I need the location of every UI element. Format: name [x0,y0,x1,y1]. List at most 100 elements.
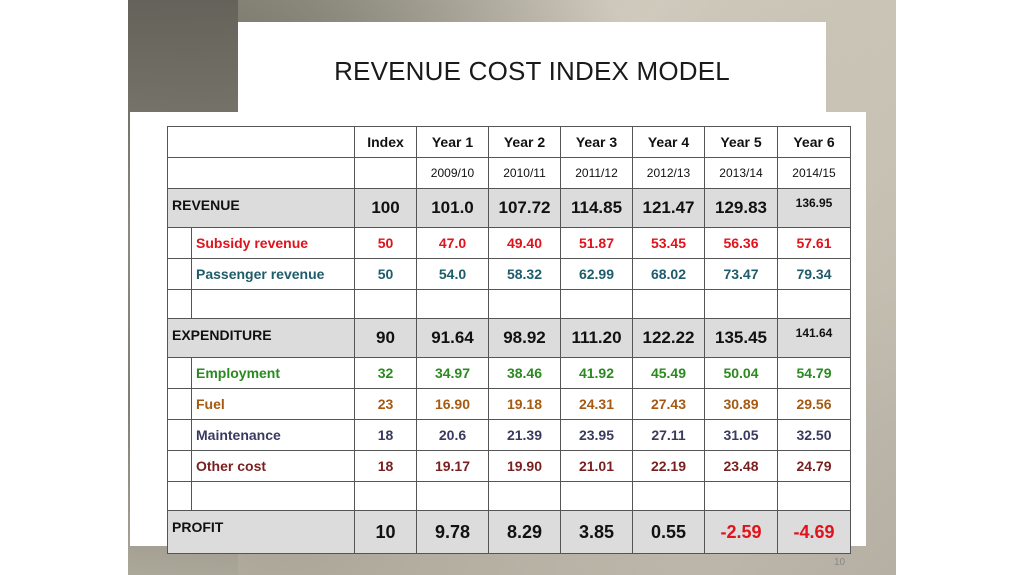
value-cell: 53.45 [632,227,705,259]
value-cell: 16.90 [416,388,489,420]
empty-cell [488,481,561,511]
value-cell: 49.40 [488,227,561,259]
value-cell: 114.85 [560,188,633,228]
value-cell: 18 [354,450,417,482]
row-label: Fuel [191,388,355,420]
slide-title: REVENUE COST INDEX MODEL [334,56,730,86]
value-cell: 50.04 [704,357,778,389]
value-cell: 111.20 [560,318,633,358]
empty-cell [488,289,561,319]
page-number: 10 [834,557,846,568]
empty-cell [560,481,633,511]
value-cell: 54.0 [416,258,489,290]
value-cell: 107.72 [488,188,561,228]
value-cell: 100 [354,188,417,228]
value-cell: 79.34 [777,258,851,290]
empty-cell [167,481,192,511]
year-cell: 2013/14 [704,157,778,189]
empty-cell [704,289,778,319]
row-label: EXPENDITURE [167,318,355,358]
value-cell: 38.46 [488,357,561,389]
empty-cell [632,289,705,319]
value-cell: 101.0 [416,188,489,228]
maintenance-row: Maintenance 18 20.6 21.39 23.95 27.11 31… [167,419,851,451]
value-cell: 47.0 [416,227,489,259]
row-label: Passenger revenue [191,258,355,290]
value-cell: 24.31 [560,388,633,420]
header-cell: Year 6 [777,126,851,158]
empty-cell [191,289,355,319]
passenger-revenue-row: Passenger revenue 50 54.0 58.32 62.99 68… [167,258,851,290]
empty-cell [777,481,851,511]
other-cost-row: Other cost 18 19.17 19.90 21.01 22.19 23… [167,450,851,482]
profit-row: PROFIT 10 9.78 8.29 3.85 0.55 -2.59 -4.6… [167,510,851,554]
value-cell: 24.79 [777,450,851,482]
value-cell: 98.92 [488,318,561,358]
row-label: REVENUE [167,188,355,228]
value-cell: 18 [354,419,417,451]
value-cell: 141.64 [777,318,851,358]
empty-cell [632,481,705,511]
value-cell: 32 [354,357,417,389]
value-cell: 23.95 [560,419,633,451]
value-cell: 30.89 [704,388,778,420]
value-cell: 129.83 [704,188,778,228]
header-blank-cell [167,126,355,158]
value-cell: 8.29 [488,510,561,554]
value-cell: 90 [354,318,417,358]
value-cell: 50 [354,227,417,259]
value-cell: 58.32 [488,258,561,290]
value-cell: 0.55 [632,510,705,554]
value-cell: 62.99 [560,258,633,290]
value-cell: 21.01 [560,450,633,482]
value-cell: 3.85 [560,510,633,554]
value-cell: 29.56 [777,388,851,420]
value-cell: 23.48 [704,450,778,482]
negative-value-cell: -2.59 [704,510,778,554]
year-cell: 2010/11 [488,157,561,189]
value-cell: 45.49 [632,357,705,389]
empty-cell [191,481,355,511]
spacer-row [167,481,851,511]
employment-row: Employment 32 34.97 38.46 41.92 45.49 50… [167,357,851,389]
value-cell: 20.6 [416,419,489,451]
value-cell: 41.92 [560,357,633,389]
value-cell: 27.43 [632,388,705,420]
year-blank-cell [167,157,355,189]
indent-cell [167,419,192,451]
title-panel [238,22,826,122]
value-cell: 31.05 [704,419,778,451]
year-cell: 2009/10 [416,157,489,189]
value-cell: 32.50 [777,419,851,451]
indent-cell [167,388,192,420]
empty-cell [777,289,851,319]
value-cell: 73.47 [704,258,778,290]
revenue-cost-table: Index Year 1 Year 2 Year 3 Year 4 Year 5… [167,126,851,554]
subsidy-revenue-row: Subsidy revenue 50 47.0 49.40 51.87 53.4… [167,227,851,259]
indent-cell [167,450,192,482]
value-cell: 22.19 [632,450,705,482]
fuel-row: Fuel 23 16.90 19.18 24.31 27.43 30.89 29… [167,388,851,420]
value-cell: 136.95 [777,188,851,228]
spacer-row [167,289,851,319]
value-cell: 27.11 [632,419,705,451]
year-blank-cell [354,157,417,189]
year-cell: 2011/12 [560,157,633,189]
value-cell: 19.17 [416,450,489,482]
value-cell: 56.36 [704,227,778,259]
value-cell: 51.87 [560,227,633,259]
row-label: PROFIT [167,510,355,554]
value-cell: 57.61 [777,227,851,259]
value-cell: 23 [354,388,417,420]
value-cell: 34.97 [416,357,489,389]
row-label: Other cost [191,450,355,482]
year-row: 2009/10 2010/11 2011/12 2012/13 2013/14 … [167,157,851,189]
empty-cell [167,289,192,319]
empty-cell [560,289,633,319]
value-cell: 9.78 [416,510,489,554]
row-label: Subsidy revenue [191,227,355,259]
row-label: Employment [191,357,355,389]
value-cell: 19.18 [488,388,561,420]
value-cell: 122.22 [632,318,705,358]
header-cell: Year 3 [560,126,633,158]
